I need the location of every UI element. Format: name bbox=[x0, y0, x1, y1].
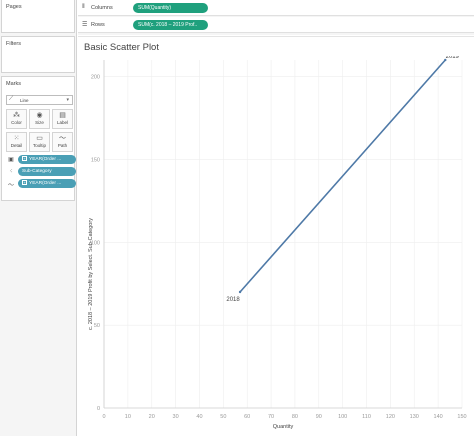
label-button[interactable]: ▤ Label bbox=[52, 109, 73, 129]
x-tick-label: 140 bbox=[434, 414, 443, 420]
pill-text: YEAR(Order ... bbox=[29, 157, 62, 162]
color-button[interactable]: ⁂ Color bbox=[6, 109, 27, 129]
filters-card[interactable]: Filters bbox=[1, 36, 75, 73]
mark-field-row: 〜 + YEAR(Order ... bbox=[6, 179, 76, 189]
label-icon: ▤ bbox=[59, 112, 66, 119]
mark-field-row: ▣ + YEAR(Order ... bbox=[6, 155, 76, 165]
tooltip-button[interactable]: ▭ Tooltip bbox=[29, 132, 50, 152]
shelf-area: ⦀ Columns SUM(Quantity) ☰ Rows SUM(c. 20… bbox=[78, 0, 474, 35]
pages-title: Pages bbox=[6, 4, 22, 10]
line-mark-icon: ⟋ bbox=[9, 96, 14, 102]
chart-grid bbox=[103, 60, 463, 409]
label-mark-icon: ▣ bbox=[8, 157, 14, 163]
data-label: 2019 bbox=[446, 56, 460, 60]
left-panel: Pages Filters Marks ⟋ Line ▾ ⁂ Color ◉ S… bbox=[0, 0, 77, 436]
sub-category-detail-pill[interactable]: Sub-Category bbox=[18, 167, 76, 176]
expand-plus-icon: + bbox=[22, 180, 27, 185]
x-tick-label: 10 bbox=[125, 414, 131, 420]
tooltip-button-label: Tooltip bbox=[32, 143, 46, 148]
marks-card: Marks ⟋ Line ▾ ⁂ Color ◉ Size ▤ Label ⁙ … bbox=[1, 76, 76, 201]
tooltip-icon: ▭ bbox=[36, 135, 43, 142]
y-tick-label: 200 bbox=[91, 75, 100, 81]
x-tick-label: 40 bbox=[196, 414, 202, 420]
x-tick-label: 80 bbox=[292, 414, 298, 420]
chart-ticks: 0 10 20 30 40 50 60 70 80 90 100 110 120 130 140 150 0 50… bbox=[91, 75, 467, 420]
x-tick-label: 60 bbox=[244, 414, 250, 420]
year-order-path-pill[interactable]: + YEAR(Order ... bbox=[18, 179, 76, 188]
x-tick-label: 150 bbox=[457, 414, 466, 420]
columns-label: Columns bbox=[91, 5, 113, 11]
pill-text: YEAR(Order ... bbox=[29, 181, 62, 186]
pill-text: Sub-Category bbox=[22, 169, 52, 174]
sum-quantity-pill[interactable]: SUM(Quantity) bbox=[133, 3, 208, 13]
year-order-label-pill[interactable]: + YEAR(Order ... bbox=[18, 155, 76, 164]
y-tick-label: 100 bbox=[91, 240, 100, 246]
scatter-chart[interactable]: 0 10 20 30 40 50 60 70 80 90 100 110 120 130 140 150 0 50… bbox=[78, 56, 474, 436]
mark-type-label: Line bbox=[20, 98, 29, 103]
x-tick-label: 100 bbox=[338, 414, 347, 420]
label-button-label: Label bbox=[56, 120, 68, 125]
path-button-label: Path bbox=[57, 143, 68, 148]
path-mark-icon: 〜 bbox=[7, 183, 14, 189]
x-axis-title: Quantity bbox=[273, 424, 294, 430]
y-tick-label: 0 bbox=[97, 406, 100, 412]
x-tick-label: 120 bbox=[386, 414, 395, 420]
y-axis-title: c. 2018 – 2019 Profit by Select. Sub-Cat… bbox=[88, 218, 94, 330]
expand-plus-icon: + bbox=[22, 156, 27, 161]
data-point bbox=[238, 290, 242, 294]
detail-icon: ⁙ bbox=[13, 135, 20, 142]
columns-icon: ⦀ bbox=[82, 4, 85, 10]
path-icon: 〜 bbox=[59, 135, 66, 142]
profit-rows-pill[interactable]: SUM(c. 2018 – 2019 Prof.. bbox=[133, 20, 208, 30]
detail-button[interactable]: ⁙ Detail bbox=[6, 132, 27, 152]
color-icon: ⁂ bbox=[13, 112, 20, 119]
pages-card[interactable]: Pages bbox=[1, 0, 75, 33]
x-tick-label: 50 bbox=[220, 414, 226, 420]
data-point bbox=[444, 58, 447, 62]
filters-title: Filters bbox=[6, 41, 21, 47]
x-tick-label: 110 bbox=[362, 414, 371, 420]
detail-button-label: Detail bbox=[10, 143, 23, 148]
series-line bbox=[239, 59, 446, 293]
x-tick-label: 20 bbox=[149, 414, 155, 420]
color-button-label: Color bbox=[11, 120, 22, 125]
rows-label: Rows bbox=[91, 22, 105, 28]
data-label: 2018 bbox=[226, 297, 240, 303]
separator bbox=[78, 36, 474, 37]
size-button-label: Size bbox=[35, 120, 44, 125]
path-button[interactable]: 〜 Path bbox=[52, 132, 73, 152]
detail-mark-icon: ⁖ bbox=[9, 169, 13, 175]
mark-type-dropdown[interactable]: ⟋ Line ▾ bbox=[6, 95, 73, 105]
y-tick-label: 50 bbox=[94, 323, 100, 329]
chart-title: Basic Scatter Plot bbox=[84, 42, 159, 53]
chart-series: 2018 2019 bbox=[226, 56, 459, 303]
columns-shelf[interactable]: ⦀ Columns SUM(Quantity) bbox=[78, 0, 474, 16]
size-button[interactable]: ◉ Size bbox=[29, 109, 50, 129]
x-tick-label: 0 bbox=[102, 414, 105, 420]
marks-title: Marks bbox=[6, 81, 21, 87]
size-icon: ◉ bbox=[36, 112, 43, 119]
rows-icon: ☰ bbox=[82, 22, 88, 28]
rows-shelf[interactable]: ☰ Rows SUM(c. 2018 – 2019 Prof.. bbox=[78, 17, 474, 33]
y-tick-label: 150 bbox=[91, 157, 100, 163]
chevron-down-icon: ▾ bbox=[66, 97, 69, 103]
x-tick-label: 30 bbox=[173, 414, 179, 420]
chart-axes bbox=[103, 60, 462, 409]
mark-field-row: ⁖ Sub-Category bbox=[6, 167, 76, 177]
x-tick-label: 130 bbox=[410, 414, 419, 420]
x-tick-label: 90 bbox=[316, 414, 322, 420]
x-tick-label: 70 bbox=[268, 414, 274, 420]
